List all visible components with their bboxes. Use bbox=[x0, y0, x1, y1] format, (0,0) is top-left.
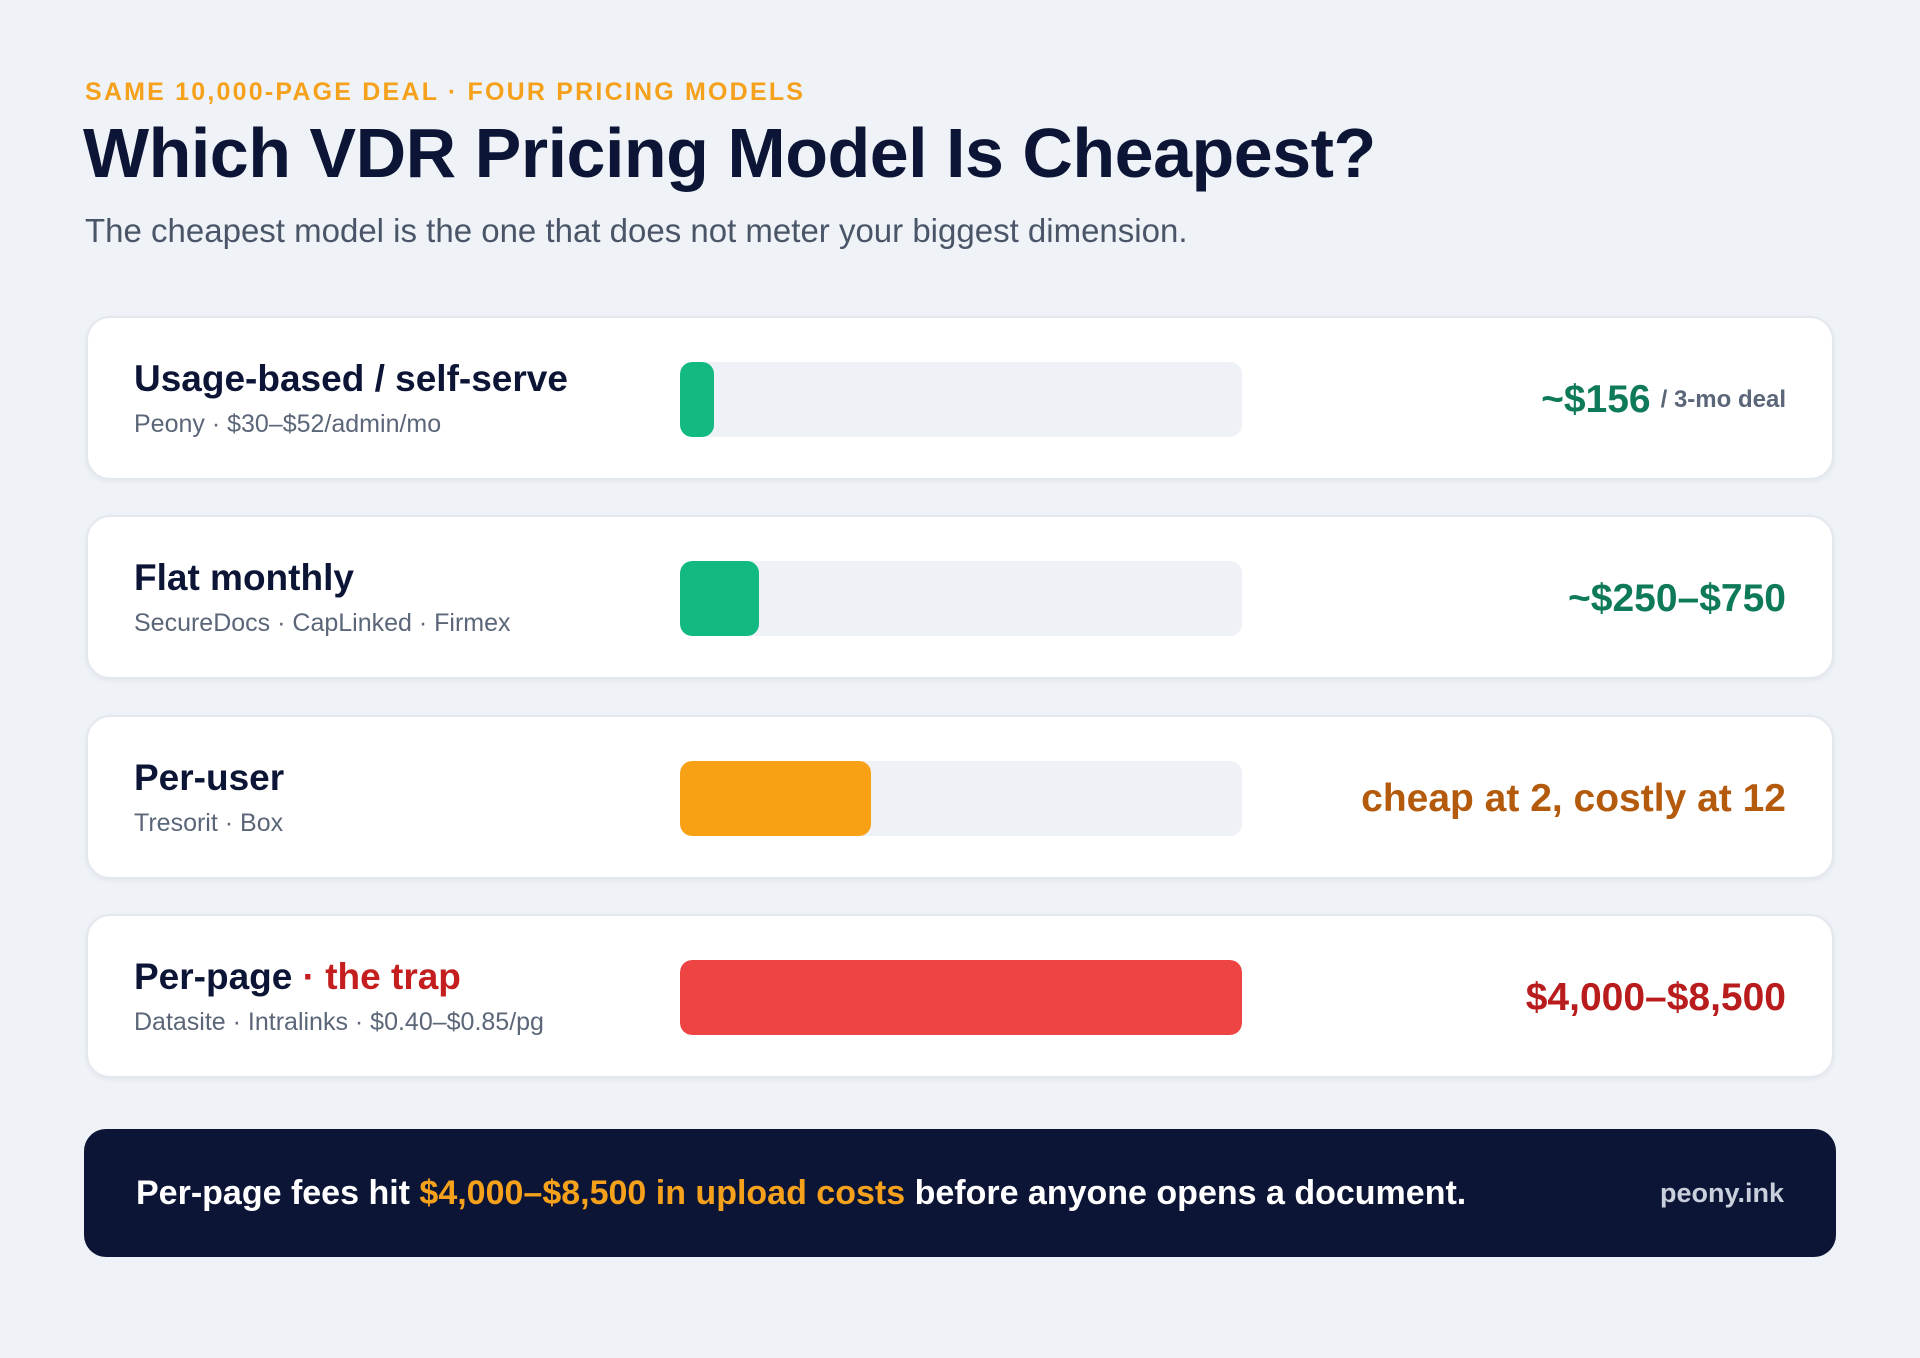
page-subtitle: The cheapest model is the one that does … bbox=[85, 212, 1188, 249]
cost-bar-track bbox=[680, 761, 1242, 836]
model-name-text: Per-user bbox=[134, 757, 285, 798]
model-name-text: Flat monthly bbox=[134, 557, 354, 598]
model-name-text: Per-page bbox=[134, 956, 293, 997]
pricing-model-card: Per-user Tresorit · Box cheap at 2, costly… bbox=[86, 715, 1834, 879]
brand-link[interactable]: peony.ink bbox=[1659, 1177, 1784, 1208]
pricing-model-card: Per-page · the trap Datasite · Intralinks… bbox=[86, 914, 1834, 1078]
cost-bar-track bbox=[680, 561, 1242, 636]
cost-bar bbox=[680, 362, 714, 437]
footer-banner: Per-page fees hit $4,000–$8,500 in uploa… bbox=[84, 1129, 1836, 1257]
cost-bar bbox=[680, 561, 759, 636]
model-name-text: Usage-based / self-serve bbox=[134, 358, 568, 399]
model-name-suffix: · the trap bbox=[292, 956, 461, 997]
eyebrow-label: SAME 10,000-PAGE DEAL · FOUR PRICING MOD… bbox=[85, 78, 806, 106]
footer-text-after: before anyone opens a document. bbox=[905, 1173, 1467, 1212]
cost-bar bbox=[680, 960, 1242, 1035]
price-label: $4,000–$8,500 bbox=[1526, 916, 1786, 1080]
pricing-model-card: Usage-based / self-serve Peony · $30–$52/… bbox=[86, 316, 1834, 480]
price-value: ~$156 bbox=[1541, 378, 1651, 421]
model-name: Per-page · the trap bbox=[134, 956, 461, 998]
model-name: Flat monthly bbox=[134, 557, 354, 599]
price-value: $4,000–$8,500 bbox=[1525, 976, 1786, 1019]
footer-message: Per-page fees hit $4,000–$8,500 in uploa… bbox=[136, 1129, 1466, 1257]
cost-bar-track bbox=[680, 960, 1242, 1035]
cost-bar-track bbox=[680, 362, 1242, 437]
price-value: cheap at 2, costly at 12 bbox=[1361, 777, 1786, 820]
footer-highlight: $4,000–$8,500 in upload costs bbox=[419, 1173, 906, 1212]
price-label: ~$250–$750 bbox=[1568, 517, 1786, 681]
model-vendors: Datasite · Intralinks · $0.40–$0.85/pg bbox=[134, 1008, 544, 1036]
cost-bar bbox=[680, 761, 871, 836]
price-label: cheap at 2, costly at 12 bbox=[1361, 717, 1786, 881]
price-value: ~$250–$750 bbox=[1568, 577, 1786, 620]
model-vendors: Peony · $30–$52/admin/mo bbox=[134, 410, 442, 438]
model-name: Per-user bbox=[134, 757, 284, 799]
price-label: ~$156 / 3-mo deal bbox=[1541, 318, 1786, 482]
model-vendors: Tresorit · Box bbox=[134, 809, 284, 837]
page-title: Which VDR Pricing Model Is Cheapest? bbox=[83, 114, 1376, 192]
pricing-model-card: Flat monthly SecureDocs · CapLinked · Fir… bbox=[86, 515, 1834, 679]
price-unit: / 3-mo deal bbox=[1660, 386, 1786, 413]
model-name: Usage-based / self-serve bbox=[134, 358, 568, 400]
footer-text-before: Per-page fees hit bbox=[136, 1173, 420, 1212]
model-vendors: SecureDocs · CapLinked · Firmex bbox=[134, 609, 511, 637]
